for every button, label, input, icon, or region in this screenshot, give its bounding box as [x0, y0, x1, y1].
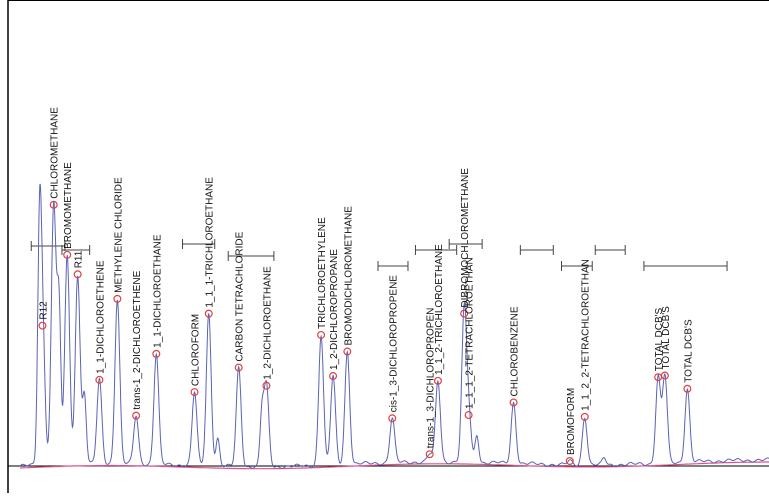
peak-marker: [343, 347, 352, 356]
peak-label: trans-1_2-DICHLOROETHENE: [132, 270, 143, 409]
peak-marker: [262, 381, 271, 390]
peak-marker: [190, 388, 199, 397]
peak-label: CHLOROFORM: [191, 314, 202, 386]
peak-marker: [660, 371, 669, 380]
peak-marker: [63, 250, 72, 259]
chromatogram-trace: [19, 183, 769, 469]
peak-label: 1_2-DICHLOROETHANE: [262, 266, 273, 380]
peak-label: 1_1_1-TRICHLOROETHANE: [205, 177, 216, 308]
peak-label: trans-1_3-DICHLOROPROPEN: [426, 308, 437, 449]
peak-label: R11: [74, 250, 85, 268]
peak-label: R12: [38, 301, 49, 320]
peak-label: DIBROMOCHLOROMETHANE: [460, 168, 471, 308]
peak-label: METHYLENE CHLORIDE: [113, 177, 124, 293]
peak-marker: [152, 349, 161, 358]
peak-label: TRICHLOROETHYLENE: [317, 217, 328, 329]
peak-label: CARBON TETRACHLORIDE: [235, 231, 246, 361]
peak-label: TOTAL DCB'S: [661, 306, 672, 370]
peak-marker: [95, 375, 104, 384]
peak-marker: [49, 200, 58, 209]
peak-marker: [73, 270, 82, 279]
peak-label: 1_1_1_2-TETRACHLOROETHAN: [465, 257, 476, 409]
peak-marker: [113, 294, 122, 303]
peak-marker: [509, 398, 518, 407]
peak-marker: [132, 411, 141, 420]
peak-marker: [425, 450, 434, 459]
peak-marker: [38, 321, 47, 330]
peak-marker: [580, 412, 589, 421]
peak-label: CHLOROBENZENE: [510, 306, 521, 396]
peak-label: 1_1-DICHLOROETHANE: [152, 234, 163, 348]
peak-marker: [683, 384, 692, 393]
peak-label: BROMOMETHANE: [63, 162, 74, 249]
peak-label: CHLOROMETHANE: [50, 107, 61, 199]
peak-label: BROMODICHLOROMETHANE: [343, 206, 354, 346]
peak-label: 1_1-DICHLOROETHENE: [95, 260, 106, 374]
peak-marker: [204, 309, 213, 318]
peak-label: BROMOFORM: [566, 388, 577, 455]
peak-label: TOTAL DCB'S: [683, 319, 694, 383]
peak-marker: [565, 457, 574, 466]
peak-marker: [329, 372, 338, 381]
peak-label: TOTAL DCB'S: [654, 307, 665, 371]
peak-label: 1_2-DICHLOROPROPANE: [329, 249, 340, 370]
peak-marker: [433, 376, 442, 385]
peak-label: 1_1_2-TRICHLOROETHANE: [434, 244, 445, 375]
peak-marker: [317, 330, 326, 339]
peak-marker: [464, 411, 473, 420]
peak-label: cis-1_3-DICHLOROPROPENE: [388, 275, 399, 413]
peak-marker: [234, 363, 243, 372]
peak-label: 1_1_2_2-TETRACHLOROETHAN: [581, 259, 592, 411]
peak-marker: [460, 309, 469, 318]
peak-marker: [388, 414, 397, 423]
